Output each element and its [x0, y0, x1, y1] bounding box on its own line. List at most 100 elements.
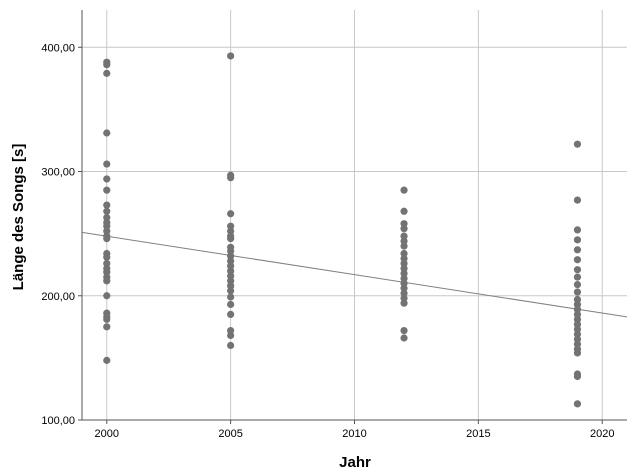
data-point [400, 264, 408, 273]
data-point [227, 267, 235, 275]
data-point [400, 254, 408, 263]
x-tick-label: 2015 [466, 428, 490, 440]
data-point [103, 227, 111, 235]
data-point [227, 287, 235, 295]
data-point [400, 294, 408, 302]
y-tick-label: 300,00 [41, 167, 75, 179]
data-point [103, 253, 111, 261]
data-point [227, 310, 235, 318]
data-point [227, 52, 235, 60]
data-point [573, 295, 582, 304]
data-point [400, 242, 408, 250]
data-points [103, 52, 582, 408]
data-point [573, 340, 582, 348]
y-axis-label: Länge des Songs [s] [10, 144, 27, 291]
x-tick-label: 2000 [95, 428, 119, 440]
data-point [573, 349, 582, 357]
data-point [573, 335, 582, 343]
data-point [227, 222, 235, 230]
data-point [103, 222, 111, 230]
y-tick-label: 100,00 [41, 415, 75, 427]
data-point [400, 207, 408, 215]
data-point [573, 400, 582, 408]
x-tick-label: 2005 [218, 428, 242, 440]
data-point [573, 310, 582, 318]
data-point [573, 305, 582, 314]
data-point [573, 226, 582, 234]
data-point [103, 160, 111, 168]
data-point [227, 174, 235, 182]
data-point [103, 69, 111, 77]
data-point [103, 213, 111, 222]
data-point [103, 315, 111, 323]
data-point [573, 273, 582, 281]
data-point [227, 257, 235, 265]
data-point [227, 331, 235, 340]
data-point [103, 292, 111, 300]
data-point [400, 225, 408, 233]
data-point [103, 175, 111, 183]
data-point [227, 262, 235, 270]
fit-line [81, 231, 627, 318]
data-point [103, 129, 111, 137]
data-point [227, 293, 235, 301]
data-point [573, 320, 582, 328]
data-point [103, 356, 111, 364]
data-point [400, 299, 408, 307]
data-point [400, 220, 408, 228]
data-point [400, 259, 408, 268]
data-point [103, 277, 111, 285]
data-point [227, 227, 235, 235]
data-point [400, 274, 408, 282]
data-point [573, 246, 582, 254]
data-point [103, 207, 111, 215]
y-tick-label: 400,00 [41, 42, 75, 54]
grid-lines [82, 10, 627, 421]
data-point [227, 341, 235, 350]
data-point [573, 372, 582, 381]
data-point [103, 186, 111, 194]
data-point [400, 237, 408, 245]
data-point [573, 330, 582, 338]
x-tick-label: 2010 [342, 428, 366, 440]
data-point [400, 284, 408, 292]
data-point [573, 315, 582, 323]
data-point [227, 300, 235, 309]
data-point [400, 186, 408, 194]
data-point [400, 289, 408, 297]
data-point [573, 236, 582, 244]
data-point [227, 326, 235, 335]
data-point [573, 325, 582, 333]
data-point [400, 232, 408, 240]
data-point [227, 277, 235, 285]
data-point [227, 272, 235, 280]
x-tick-label: 2020 [590, 428, 614, 440]
data-point [400, 249, 408, 258]
data-point [103, 201, 111, 209]
data-point [573, 256, 582, 264]
data-point [573, 196, 582, 204]
data-point [573, 288, 582, 296]
y-tick-labels: 100,00 200,00 300,00 400,00 [41, 42, 75, 427]
data-point [573, 140, 582, 148]
data-point [400, 269, 408, 277]
regression-line [81, 231, 627, 318]
data-point [400, 279, 408, 287]
data-point [400, 334, 408, 342]
data-point [227, 235, 235, 243]
data-point [227, 247, 235, 255]
data-point [573, 300, 582, 309]
data-point [227, 282, 235, 290]
axes [78, 10, 627, 424]
data-point [103, 268, 111, 276]
data-point [103, 259, 111, 268]
data-point [400, 326, 408, 335]
data-point [227, 210, 235, 218]
data-point [573, 266, 582, 274]
data-point [227, 252, 235, 260]
x-axis-label: Jahr [339, 454, 371, 471]
y-tick-label: 200,00 [41, 291, 75, 303]
data-point [573, 280, 582, 289]
x-tick-labels: 2000 2005 2010 2015 2020 [95, 428, 615, 440]
